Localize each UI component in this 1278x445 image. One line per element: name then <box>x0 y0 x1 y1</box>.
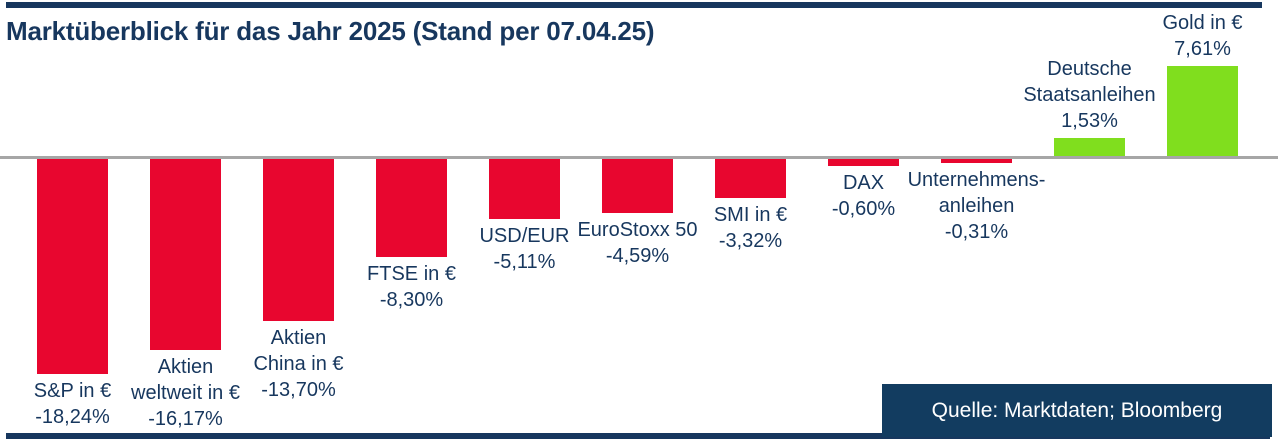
bar-name-line: FTSE in € <box>367 263 456 285</box>
bar-name-line: Unternehmens- <box>907 169 1046 191</box>
bar-name-line: China in € <box>253 353 344 375</box>
bar-label-smi-in: SMI in € -3,32% <box>661 202 841 254</box>
bar-value: -4,59% <box>605 245 670 267</box>
bar-value: -0,60% <box>831 198 896 220</box>
bar-label-aktien-china-in: Aktien China in € -13,70% <box>209 325 389 403</box>
bar-label-aktien-weltweit-in: Aktien weltweit in € -16,17% <box>96 354 276 432</box>
bar-name-line: Staatsanleihen <box>1023 84 1156 106</box>
bar-name-line: Aktien <box>157 356 214 378</box>
bar-name-line: SMI in € <box>713 204 788 226</box>
bar-gold-in <box>1167 66 1238 156</box>
top-rule <box>6 2 1262 8</box>
bar-name-line: DAX <box>842 172 885 194</box>
bar-ftse-in <box>376 159 447 257</box>
bar-aktien-china-in <box>263 159 334 321</box>
bar-smi-in <box>715 159 786 198</box>
bar-value: -3,32% <box>718 230 783 252</box>
bar-name-line: USD/EUR <box>479 225 570 247</box>
bar-name-line: anleihen <box>938 195 1015 217</box>
bar-label-dax: DAX -0,60% <box>774 170 954 222</box>
bar-deutsche-staatsanleihen <box>1054 138 1125 156</box>
bar-aktien-weltweit-in <box>150 159 221 350</box>
zero-baseline <box>0 156 1278 159</box>
bar-value: -0,31% <box>944 221 1009 243</box>
bar-label-s-p-in: S&P in € -18,24% <box>0 378 163 430</box>
bar-name-line: Deutsche <box>1047 58 1132 80</box>
bar-label-usd-eur: USD/EUR -5,11% <box>435 223 615 275</box>
bar-name-line: EuroStoxx 50 <box>577 219 698 241</box>
bar-value: -13,70% <box>261 379 336 401</box>
bar-eurostoxx-50 <box>602 159 673 213</box>
bar-value: -8,30% <box>379 289 444 311</box>
bar-label-unternehmensanleihen: Unternehmens-anleihen -0,31% <box>887 167 1067 245</box>
bar-unternehmensanleihen <box>941 159 1012 163</box>
bottom-rule <box>6 433 1270 439</box>
bar-value: 7,61% <box>1174 38 1231 60</box>
bar-value: 1,53% <box>1061 110 1118 132</box>
bar-usd-eur <box>489 159 560 219</box>
chart-title: Marktüberblick für das Jahr 2025 (Stand … <box>6 16 655 46</box>
bar-value: -5,11% <box>493 251 556 273</box>
bar-dax <box>828 159 899 166</box>
bar-s-p-in <box>37 159 108 374</box>
bar-value: -18,24% <box>35 406 110 428</box>
bar-label-ftse-in: FTSE in € -8,30% <box>322 261 502 313</box>
bar-label-gold-in: Gold in € 7,61% <box>1113 10 1278 62</box>
source-box: Quelle: Marktdaten; Bloomberg <box>882 384 1272 437</box>
bar-name-line: S&P in € <box>33 380 112 402</box>
bar-label-deutsche-staatsanleihen: Deutsche Staatsanleihen 1,53% <box>1000 56 1180 134</box>
bar-name-line: Gold in € <box>1162 12 1243 34</box>
bar-name-line: weltweit in € <box>131 382 240 404</box>
bar-label-eurostoxx-50: EuroStoxx 50 -4,59% <box>548 217 728 269</box>
source-label: Quelle: Marktdaten; Bloomberg <box>931 398 1223 422</box>
bar-name-line: Aktien <box>270 327 327 349</box>
bar-value: -16,17% <box>148 408 223 430</box>
